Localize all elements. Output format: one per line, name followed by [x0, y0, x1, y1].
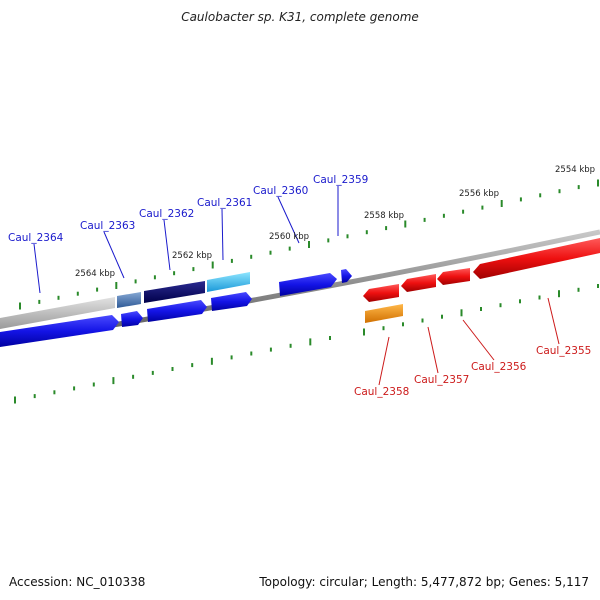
figure-title: Caulobacter sp. K31, complete genome: [181, 10, 419, 24]
gene-block-cyan: [207, 272, 250, 292]
gene-label-caul-2355: Caul_2355: [536, 345, 591, 357]
gene-label-caul-2364: Caul_2364: [8, 232, 64, 244]
gene-label-caul-2358: Caul_2358: [354, 386, 409, 398]
gene-arrow-blue-short: [121, 311, 143, 327]
reverse-strand-features: [0, 238, 600, 347]
scale-label-2564: 2564 kbp: [75, 269, 115, 279]
forward-strand-features: [0, 269, 352, 329]
gene-block-navy: [144, 281, 205, 303]
gene-label-caul-2356: Caul_2356: [471, 361, 527, 373]
gene-label-caul-2359: Caul_2359: [313, 174, 368, 186]
gene-block-grey: [0, 297, 115, 329]
gene-arrow-red-1: [363, 284, 399, 302]
gene-arrow-red-long: [473, 238, 600, 279]
scale-labels: 2564 kbp 2562 kbp 2560 kbp 2558 kbp 2556…: [75, 165, 595, 279]
gene-block-steelblue: [117, 292, 141, 308]
scale-label-2558: 2558 kbp: [364, 211, 404, 221]
gene-label-caul-2360: Caul_2360: [253, 185, 308, 197]
gene-arrow-blue-mid: [147, 300, 207, 322]
scale-label-2560: 2560 kbp: [269, 232, 309, 242]
genome-summary: Topology: circular; Length: 5,477,872 bp…: [259, 575, 589, 589]
gene-arrow-red-2: [401, 274, 436, 292]
gene-arrow-blue-long: [0, 315, 119, 347]
gene-arrow-red-3: [437, 268, 470, 285]
gene-label-caul-2357: Caul_2357: [414, 374, 469, 386]
scale-label-2556: 2556 kbp: [459, 189, 499, 199]
gene-arrow-blue-small: [341, 269, 352, 283]
gene-label-caul-2363: Caul_2363: [80, 220, 135, 232]
label-leaders: [33, 186, 560, 386]
gene-arrow-blue: [279, 273, 337, 296]
scale-label-2554: 2554 kbp: [555, 165, 595, 175]
gene-block-orange: [365, 304, 403, 323]
gene-label-caul-2361: Caul_2361: [197, 197, 252, 209]
scale-label-2562: 2562 kbp: [172, 251, 212, 261]
accession-label: Accession: NC_010338: [9, 575, 146, 589]
scale-ticks: [14, 179, 599, 404]
gene-arrow-blue-right: [211, 292, 252, 311]
gene-labels: Caul_2364 Caul_2363 Caul_2362 Caul_2361 …: [8, 174, 591, 398]
gene-label-caul-2362: Caul_2362: [139, 208, 194, 220]
